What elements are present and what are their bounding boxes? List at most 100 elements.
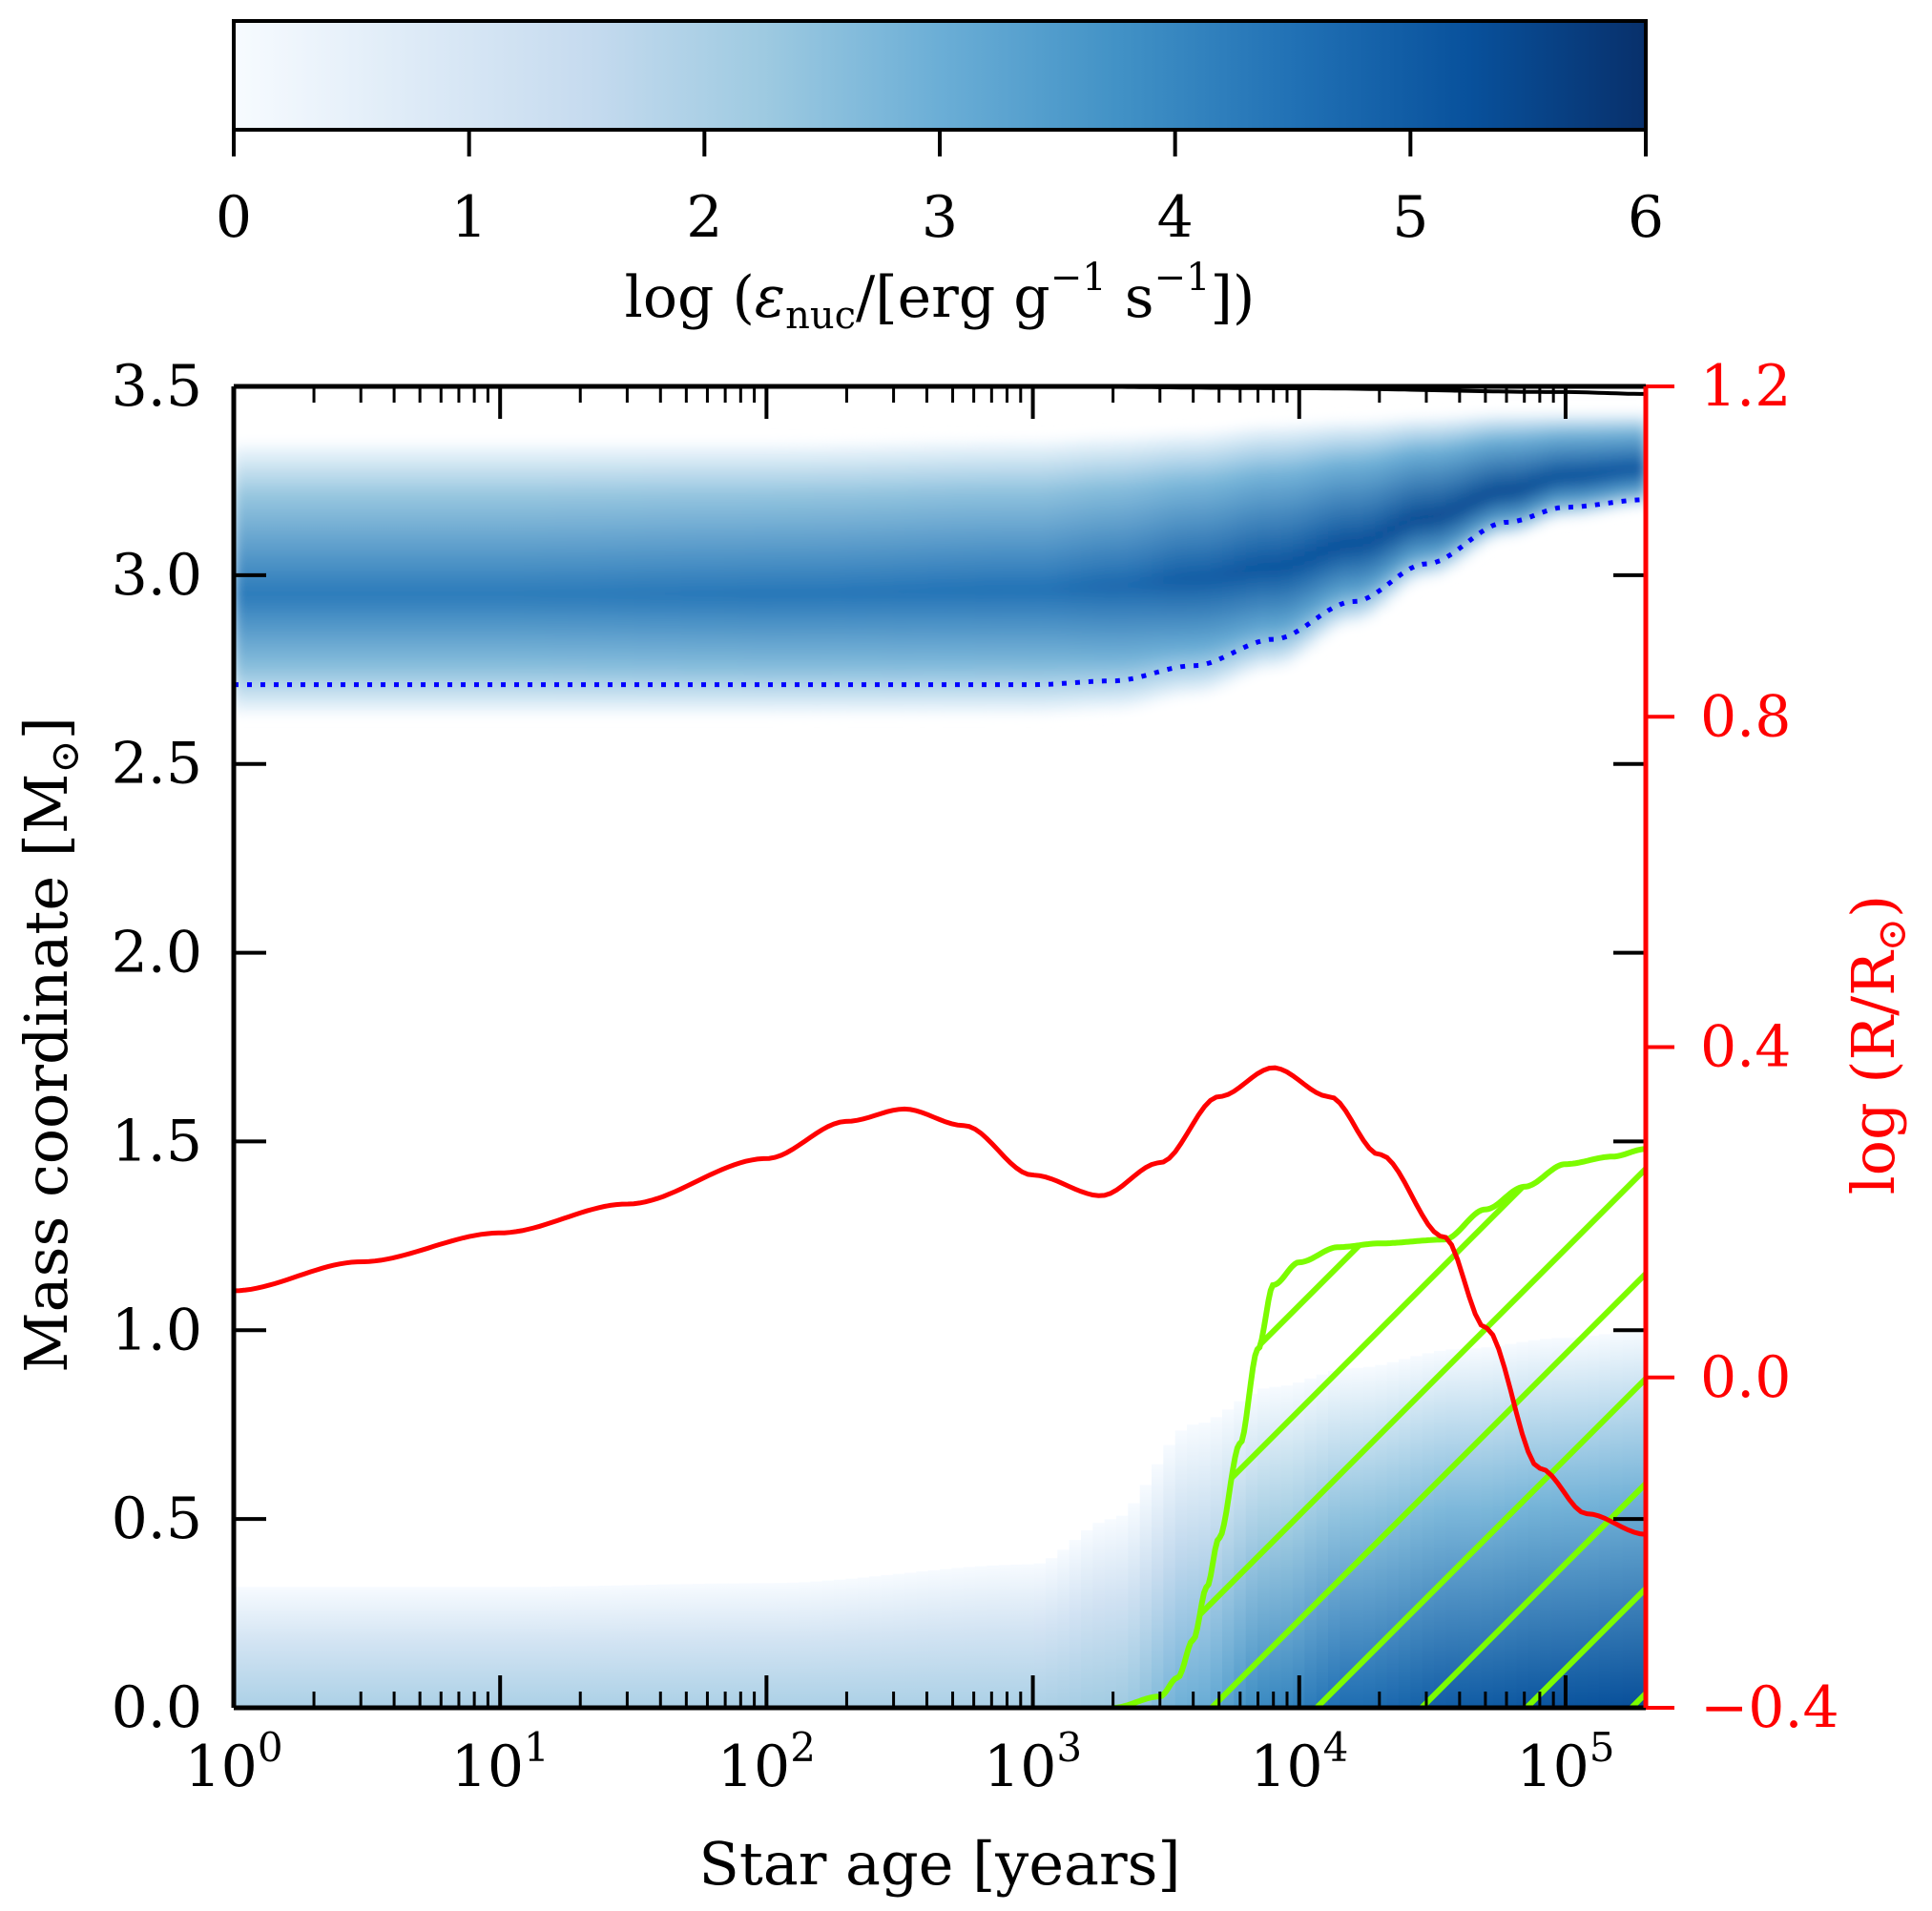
shell-strip bbox=[1410, 417, 1423, 581]
shell-strip bbox=[1340, 421, 1353, 626]
shell-strip bbox=[1516, 413, 1529, 534]
x-tick-base: 10 bbox=[451, 1734, 524, 1800]
core-strip bbox=[1081, 1530, 1094, 1708]
shell-strip bbox=[1140, 434, 1153, 706]
plot-area bbox=[0, 386, 1932, 1727]
x-tick-exp: 3 bbox=[1056, 1724, 1082, 1771]
shell-strip bbox=[328, 443, 342, 715]
shell-strip bbox=[799, 443, 812, 715]
core-strip bbox=[869, 1576, 883, 1708]
shell-strip bbox=[1281, 424, 1295, 666]
colorbar-tick-label: 3 bbox=[922, 184, 958, 251]
core-strip bbox=[469, 1587, 483, 1708]
core-strip bbox=[634, 1585, 647, 1708]
core-strip bbox=[304, 1587, 318, 1708]
shell-strip bbox=[245, 443, 259, 715]
shell-strip bbox=[399, 443, 412, 715]
shell-strip bbox=[457, 443, 470, 715]
shell-strip bbox=[410, 443, 424, 715]
shell-strip bbox=[1575, 413, 1589, 518]
core-strip bbox=[1293, 1382, 1306, 1708]
core-strip bbox=[1352, 1368, 1365, 1708]
core-strip bbox=[481, 1587, 494, 1708]
core-strip bbox=[269, 1587, 282, 1708]
core-strip bbox=[1304, 1379, 1318, 1708]
shell-strip bbox=[1304, 423, 1318, 650]
colorbar-tick-label: 4 bbox=[1157, 184, 1194, 251]
shell-strip bbox=[1152, 433, 1165, 702]
core-strip bbox=[1281, 1385, 1295, 1708]
shell-strip bbox=[1363, 420, 1377, 618]
shell-strip bbox=[1046, 439, 1059, 715]
shell-strip bbox=[904, 441, 918, 715]
shell-strip bbox=[1010, 439, 1024, 715]
shell-strip bbox=[739, 443, 753, 715]
shell-strip bbox=[1540, 413, 1553, 524]
y-tick-label: 2.5 bbox=[112, 731, 202, 798]
shell-strip bbox=[516, 443, 530, 715]
core-strip bbox=[598, 1586, 612, 1708]
shell-strip bbox=[775, 443, 788, 715]
shell-strip bbox=[704, 443, 717, 715]
shell-strip bbox=[622, 443, 635, 715]
core-strip bbox=[1128, 1504, 1141, 1709]
x-tick-label: 102 bbox=[717, 1724, 816, 1800]
shell-strip bbox=[669, 443, 682, 715]
shell-strip bbox=[258, 443, 271, 715]
core-strip bbox=[1564, 1338, 1577, 1708]
shell-strip bbox=[340, 443, 353, 715]
core-strip bbox=[434, 1587, 447, 1708]
shell-strip bbox=[1269, 425, 1282, 670]
shell-strip bbox=[1423, 417, 1436, 579]
core-strip bbox=[739, 1584, 753, 1709]
core-strip bbox=[987, 1566, 1000, 1708]
shell-strip bbox=[858, 442, 871, 715]
core-strip bbox=[1528, 1340, 1542, 1708]
x-tick-exp: 0 bbox=[258, 1724, 283, 1771]
core-strip bbox=[1140, 1485, 1153, 1708]
core-strip bbox=[328, 1587, 342, 1708]
core-strip bbox=[1163, 1445, 1176, 1709]
shell-strip bbox=[1551, 413, 1565, 520]
shell-strip bbox=[364, 443, 377, 715]
right-y-tick-label: 0.0 bbox=[1700, 1344, 1791, 1411]
core-strip bbox=[386, 1587, 400, 1708]
shell-strip bbox=[1610, 413, 1624, 511]
y-axis-right-label: log (R/R⊙) bbox=[1839, 895, 1915, 1194]
core-strip bbox=[528, 1587, 541, 1708]
core-strip bbox=[834, 1580, 847, 1708]
core-strip bbox=[399, 1587, 412, 1708]
y-tick-label: 1.0 bbox=[112, 1297, 202, 1363]
core-strip bbox=[293, 1587, 306, 1708]
core-strip bbox=[551, 1587, 565, 1708]
shell-strip bbox=[1293, 424, 1306, 659]
shell-strip bbox=[951, 440, 965, 715]
core-strip bbox=[964, 1568, 977, 1709]
shell-strip bbox=[1022, 439, 1035, 715]
core-strip bbox=[1198, 1423, 1212, 1708]
core-burning-region bbox=[234, 1330, 1647, 1708]
x-tick-exp: 1 bbox=[524, 1724, 550, 1771]
shell-strip bbox=[1328, 421, 1341, 631]
shell-strip bbox=[434, 443, 447, 715]
core-strip bbox=[375, 1587, 388, 1708]
core-strip bbox=[1105, 1519, 1118, 1708]
core-strip bbox=[975, 1567, 988, 1708]
shell-strip bbox=[1034, 439, 1048, 715]
x-tick-exp: 4 bbox=[1323, 1724, 1349, 1771]
core-strip bbox=[1317, 1375, 1330, 1708]
core-strip bbox=[1116, 1516, 1130, 1708]
shell-strip bbox=[916, 441, 929, 715]
core-strip bbox=[1340, 1368, 1353, 1708]
shell-strip bbox=[1352, 421, 1365, 624]
x-tick-base: 10 bbox=[717, 1734, 790, 1800]
x-tick-base: 10 bbox=[184, 1734, 257, 1800]
x-tick-base: 10 bbox=[1516, 1734, 1589, 1800]
shell-strip bbox=[422, 443, 435, 715]
x-tick-label: 101 bbox=[451, 1724, 550, 1800]
core-strip bbox=[646, 1585, 659, 1708]
shell-strip bbox=[1375, 419, 1388, 610]
core-strip bbox=[1540, 1339, 1553, 1708]
y-tick-label: 1.5 bbox=[112, 1108, 202, 1174]
right-y-tick-label: 0.8 bbox=[1700, 683, 1791, 750]
